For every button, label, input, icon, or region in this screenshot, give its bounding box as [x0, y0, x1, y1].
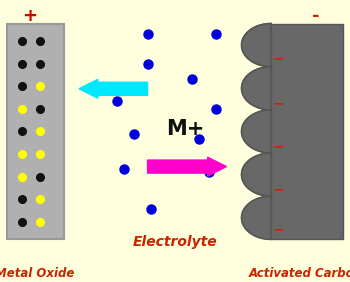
Text: −: −	[272, 140, 284, 153]
FancyArrow shape	[79, 79, 148, 98]
Text: Metal Oxide: Metal Oxide	[0, 267, 74, 280]
Text: −: −	[272, 182, 284, 196]
Text: −: −	[272, 52, 284, 66]
Text: −: −	[272, 222, 284, 236]
Bar	[7, 23, 64, 239]
Polygon shape	[241, 23, 271, 67]
Polygon shape	[241, 110, 271, 153]
Text: +: +	[22, 7, 37, 25]
Bar	[271, 23, 343, 239]
Text: −: −	[272, 97, 284, 111]
Polygon shape	[241, 67, 271, 110]
Text: M+: M+	[166, 119, 204, 139]
Text: -: -	[312, 7, 320, 25]
Polygon shape	[241, 196, 271, 239]
Polygon shape	[241, 153, 271, 196]
Text: Electrolyte: Electrolyte	[133, 235, 217, 249]
Text: Activated Carbon: Activated Carbon	[248, 267, 350, 280]
FancyArrow shape	[148, 157, 226, 176]
